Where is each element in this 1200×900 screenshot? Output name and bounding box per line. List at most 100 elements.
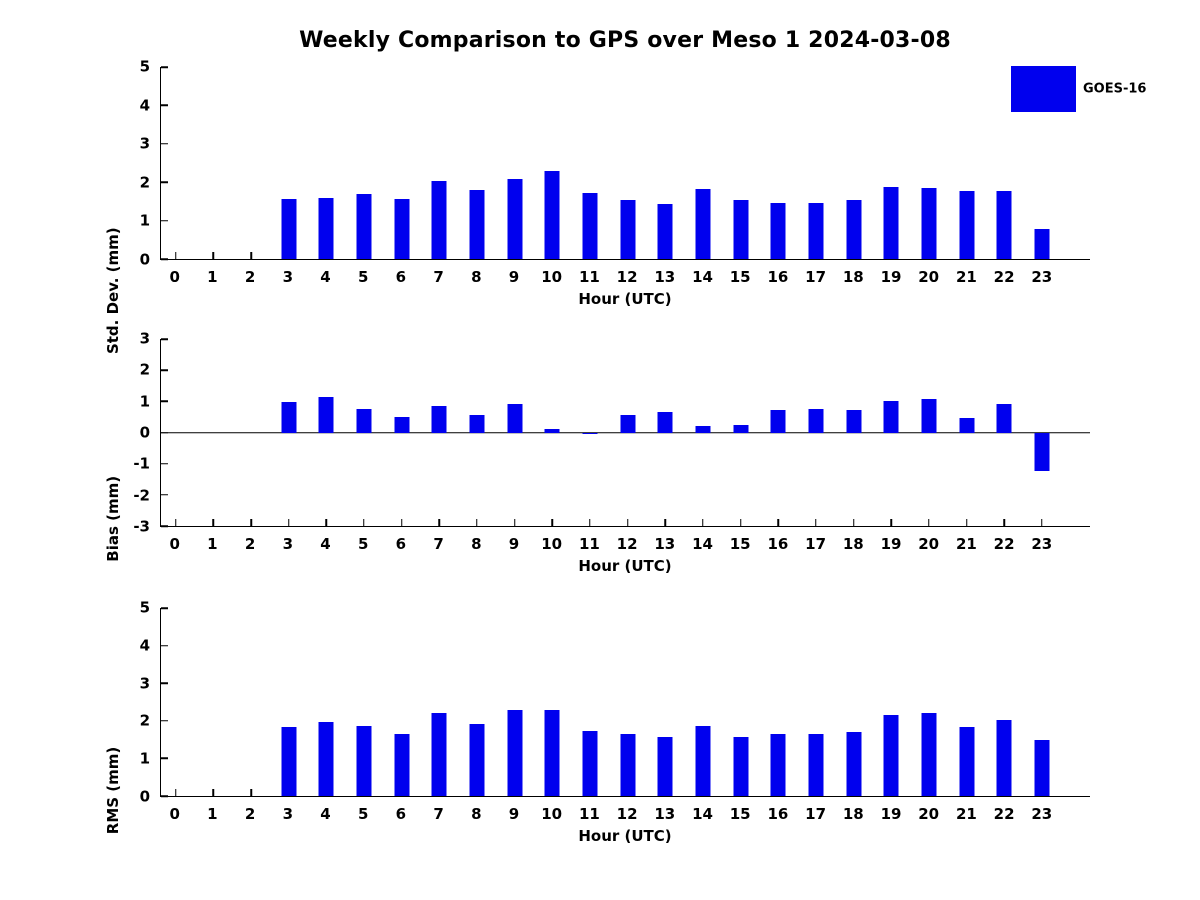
bar-std-dev-hour-13 — [657, 204, 673, 259]
x-tick-label: 0 — [169, 268, 180, 286]
x-tick-label: 2 — [244, 268, 256, 286]
x-tick-label: 15 — [729, 268, 751, 286]
bar-rms-hour-20 — [921, 712, 937, 796]
bar-std-dev-hour-22 — [996, 190, 1012, 259]
bar-bias-hour-14 — [695, 425, 711, 433]
y-tick-label: 2 — [139, 173, 150, 192]
x-tick-mark — [513, 519, 516, 526]
x-tick-label: 10 — [541, 535, 563, 553]
chart-bias: Bias (mm) Hour (UTC) 3 2 1 0 -1 -2 -3 0 1 2 3 4 5 6 7 8… — [104, 331, 1090, 575]
x-tick-label: 16 — [767, 268, 789, 286]
bar-bias-hour-13 — [657, 411, 673, 433]
y-tick-label: 1 — [139, 392, 150, 411]
bar-bias-hour-10 — [544, 428, 560, 433]
x-tick-label: 17 — [805, 805, 827, 823]
bar-bias-hour-9 — [507, 404, 523, 433]
bar-rms-hour-5 — [356, 726, 372, 796]
bar-bias-hour-18 — [846, 409, 862, 433]
x-tick-label: 12 — [616, 535, 638, 553]
bar-std-dev-hour-20 — [921, 187, 937, 259]
x-tick-label: 11 — [578, 805, 600, 823]
x-tick-label: 21 — [955, 805, 977, 823]
x-tick-label: 3 — [282, 805, 294, 823]
bar-bias-hour-20 — [921, 398, 937, 433]
bar-bias-hour-15 — [733, 425, 749, 433]
bar-bias-hour-5 — [356, 409, 372, 433]
x-tick-mark — [325, 519, 328, 526]
y-tick-mark — [161, 400, 168, 403]
zero-line — [161, 431, 1090, 434]
x-tick-label: 17 — [805, 268, 827, 286]
x-tick-label: 4 — [320, 805, 331, 823]
x-tick-label: 7 — [433, 268, 444, 286]
x-tick-mark — [777, 519, 779, 526]
y-tick-label: -2 — [133, 486, 150, 505]
y-tick-mark — [161, 525, 168, 527]
bar-bias-hour-6 — [394, 416, 410, 433]
bar-std-dev-hour-10 — [544, 171, 560, 259]
bar-bias-hour-3 — [281, 401, 297, 433]
bar-std-dev-hour-15 — [733, 200, 749, 259]
y-tick-mark — [161, 682, 168, 684]
x-tick-mark — [890, 519, 892, 526]
x-tick-label: 5 — [357, 268, 369, 286]
y-tick-mark — [161, 757, 168, 760]
x-tick-label: 8 — [471, 535, 482, 553]
bar-std-dev-hour-19 — [883, 186, 899, 259]
bar-rms-hour-21 — [959, 727, 975, 796]
bar-std-dev-hour-16 — [770, 202, 786, 259]
x-tick-label: 3 — [282, 268, 294, 286]
x-tick-mark — [852, 519, 855, 526]
bar-rms-hour-19 — [883, 714, 899, 796]
bar-rms-hour-18 — [846, 731, 862, 796]
x-tick-label: 5 — [357, 805, 369, 823]
x-tick-mark — [212, 252, 215, 259]
x-tick-label: 7 — [433, 805, 444, 823]
y-axis-label-rms: RMS (mm) — [104, 746, 122, 834]
bar-rms-hour-4 — [318, 722, 334, 796]
bar-std-dev-hour-9 — [507, 179, 523, 259]
bar-std-dev-hour-23 — [1034, 228, 1050, 259]
y-tick-label: 3 — [139, 134, 150, 153]
legend-label-goes16: GOES-16 — [1083, 81, 1147, 97]
bar-bias-hour-11 — [582, 432, 598, 434]
chart-rms: RMS (mm) Hour (UTC) 0 1 2 3 4 5 0 1 2 3 4 5 6 7 8 9 10 11… — [104, 600, 1090, 845]
x-tick-mark — [250, 789, 252, 796]
x-axis-label-hour-utc: Hour (UTC) — [578, 557, 672, 575]
x-tick-label: 10 — [541, 268, 563, 286]
y-tick-label: 0 — [139, 250, 150, 269]
x-tick-mark — [626, 519, 629, 526]
x-tick-label: 19 — [880, 268, 902, 286]
x-tick-label: 4 — [320, 535, 331, 553]
bar-bias-hour-17 — [808, 409, 824, 433]
x-tick-label: 16 — [767, 805, 789, 823]
x-tick-mark — [363, 519, 365, 526]
y-tick-mark — [161, 258, 168, 260]
x-tick-mark — [174, 789, 177, 796]
x-tick-mark — [815, 519, 817, 526]
y-tick-mark — [161, 644, 168, 647]
x-tick-label: 10 — [541, 805, 563, 823]
x-tick-mark — [702, 519, 704, 526]
y-tick-label: 1 — [139, 211, 150, 230]
x-tick-mark — [174, 252, 177, 259]
x-tick-label: 9 — [508, 535, 520, 553]
bar-bias-hour-16 — [770, 409, 786, 433]
x-tick-label: 18 — [842, 268, 864, 286]
x-tick-label: 9 — [508, 268, 520, 286]
x-tick-label: 22 — [993, 805, 1015, 823]
bar-rms-hour-14 — [695, 726, 711, 796]
legend: GOES-16 — [1011, 66, 1146, 112]
x-tick-mark — [739, 519, 742, 526]
bar-bias-hour-22 — [996, 403, 1012, 433]
bar-rms-hour-7 — [431, 712, 447, 796]
bar-std-dev-hour-8 — [469, 189, 485, 259]
x-tick-label: 23 — [1031, 535, 1053, 553]
bar-std-dev-hour-5 — [356, 193, 372, 259]
x-axis-label-hour-utc: Hour (UTC) — [578, 290, 672, 308]
x-tick-label: 21 — [955, 268, 977, 286]
x-tick-mark — [250, 252, 252, 259]
y-tick-mark — [161, 143, 168, 145]
